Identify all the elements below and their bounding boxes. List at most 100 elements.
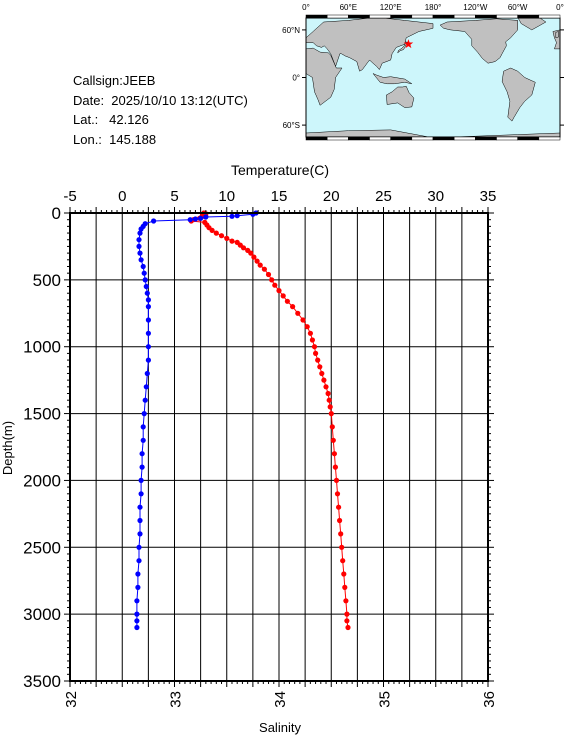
map-lon-label: 60°W bbox=[508, 3, 528, 12]
salinity-point bbox=[145, 357, 151, 363]
salinity-point bbox=[142, 277, 148, 283]
temperature-point bbox=[330, 437, 336, 443]
temperature-point bbox=[300, 317, 306, 323]
salinity-point bbox=[134, 618, 140, 624]
map-lat-label: 0° bbox=[292, 74, 300, 83]
indonesia-shape bbox=[372, 73, 412, 85]
temperature-point bbox=[284, 298, 290, 304]
temperature-point bbox=[209, 227, 215, 233]
temperature-point bbox=[276, 288, 282, 294]
temperature-point bbox=[325, 390, 331, 397]
map-lon-label: 0° bbox=[556, 3, 564, 12]
temperature-point bbox=[229, 238, 235, 244]
depth-tick-label: 2000 bbox=[23, 471, 61, 490]
salinity-point bbox=[192, 216, 198, 222]
salinity-point bbox=[198, 215, 204, 221]
salinity-point bbox=[136, 558, 142, 564]
temperature-point bbox=[254, 258, 260, 264]
salinity-point bbox=[134, 624, 140, 631]
salinity-point bbox=[139, 451, 145, 457]
temperature-point bbox=[280, 293, 286, 299]
map-lon-label: 120°E bbox=[380, 3, 402, 12]
uk-shape bbox=[555, 31, 559, 39]
salinity-point bbox=[145, 344, 151, 350]
salinity-point bbox=[138, 257, 144, 263]
temperature-point bbox=[329, 424, 335, 430]
temperature-point bbox=[328, 411, 334, 417]
temperature-tick-label: 35 bbox=[480, 188, 497, 205]
temperature-tick-label: 25 bbox=[375, 188, 392, 205]
map-lat-label: 60°S bbox=[283, 121, 300, 130]
salinity-tick-label: 33 bbox=[168, 691, 185, 708]
temperature-point bbox=[337, 517, 343, 524]
temperature-tick-label: 10 bbox=[218, 188, 235, 205]
world-map: 0° 60°E 120°E 180° 120°W 60°W 0° 60°N 0° 60°S bbox=[282, 3, 564, 141]
map-lat-label: 60°N bbox=[282, 26, 300, 35]
salinity-point bbox=[138, 226, 144, 232]
date-text: Date: 2025/10/10 13:12(UTC) bbox=[73, 92, 248, 108]
temperature-point bbox=[309, 337, 315, 343]
temperature-point bbox=[340, 558, 346, 564]
salinity-point bbox=[137, 250, 143, 256]
salinity-point bbox=[137, 517, 143, 524]
temperature-series bbox=[188, 210, 351, 631]
depth-tick-label: 1000 bbox=[23, 338, 61, 357]
temperature-tick-label: -5 bbox=[63, 188, 76, 205]
temperature-point bbox=[224, 235, 230, 241]
salinity-point bbox=[145, 304, 151, 310]
depth-tick-label: 3000 bbox=[23, 605, 61, 624]
temperature-point bbox=[295, 310, 301, 316]
salinity-point bbox=[145, 330, 151, 336]
station-marker bbox=[403, 39, 414, 49]
temperature-point bbox=[248, 250, 254, 256]
temperature-point bbox=[307, 330, 313, 336]
salinity-point bbox=[134, 611, 140, 617]
temperature-point bbox=[251, 254, 257, 260]
temperature-point bbox=[338, 531, 344, 537]
depth-tick-label: 500 bbox=[33, 271, 61, 290]
salinity-point bbox=[144, 290, 150, 296]
station-star-icon bbox=[403, 39, 414, 49]
salinity-point bbox=[136, 243, 142, 249]
map-lon-label: 60°E bbox=[340, 3, 357, 12]
temperature-point bbox=[315, 357, 321, 363]
chart-series bbox=[134, 210, 351, 631]
salinity-point bbox=[136, 237, 142, 243]
australia-shape bbox=[386, 85, 415, 108]
salinity-point bbox=[234, 213, 240, 219]
salinity-point bbox=[151, 218, 157, 224]
temperature-tick-label: 0 bbox=[118, 188, 126, 205]
temperature-point bbox=[317, 364, 323, 370]
salinity-point bbox=[143, 384, 149, 390]
salinity-point bbox=[137, 504, 143, 510]
temperature-point bbox=[265, 271, 272, 278]
temperature-point bbox=[257, 262, 263, 268]
salinity-series bbox=[134, 210, 259, 631]
africa-shape bbox=[305, 47, 343, 106]
salinity-point bbox=[145, 317, 151, 323]
depth-tick-label: 3500 bbox=[23, 672, 61, 691]
salinity-point bbox=[137, 230, 143, 236]
temperature-point bbox=[331, 451, 337, 457]
salinity-point bbox=[144, 370, 150, 377]
temperature-point bbox=[344, 611, 350, 617]
temperature-axis-label: Temperature(C) bbox=[231, 162, 329, 178]
temperature-point bbox=[290, 304, 296, 310]
salinity-tick-label: 34 bbox=[272, 691, 289, 708]
salinity-tick-label: 36 bbox=[481, 691, 498, 708]
salinity-point bbox=[134, 598, 140, 604]
map-lon-label: 0° bbox=[302, 3, 310, 12]
depth-tick-label: 1500 bbox=[23, 405, 61, 424]
salinity-point bbox=[203, 214, 209, 220]
map-border-segment bbox=[538, 136, 561, 141]
temperature-point bbox=[341, 571, 347, 577]
longitude-text: Lon.: 145.188 bbox=[73, 131, 157, 147]
salinity-point bbox=[142, 397, 148, 403]
temperature-point bbox=[326, 397, 332, 403]
salinity-point bbox=[141, 270, 147, 276]
latitude-text: Lat.: 42.126 bbox=[73, 112, 149, 127]
temperature-point bbox=[261, 266, 267, 272]
map-border-segment bbox=[538, 14, 561, 19]
